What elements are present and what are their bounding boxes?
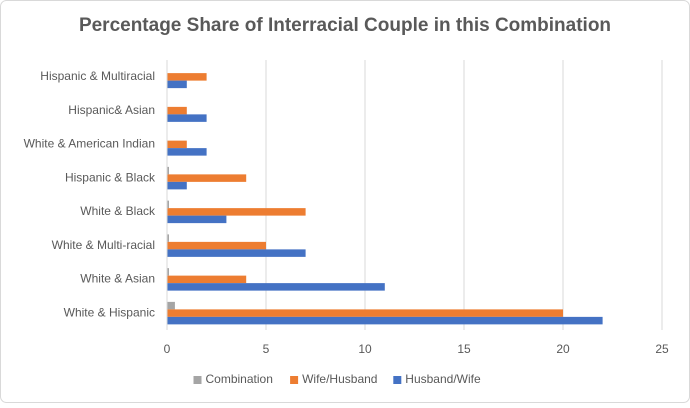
bar — [167, 215, 227, 224]
x-tick-label: 25 — [655, 342, 669, 356]
legend-label: Combination — [206, 372, 273, 386]
bar — [167, 234, 169, 242]
bar — [167, 283, 385, 291]
legend-label: Wife/Husband — [302, 372, 377, 386]
y-tick-label: Hispanic& Asian — [68, 103, 155, 117]
bar — [167, 80, 187, 89]
legend-swatch — [393, 376, 402, 384]
chart-title: Percentage Share of Interracial Couple i… — [79, 15, 611, 36]
bar — [167, 73, 207, 81]
y-tick-label: White & Black — [80, 204, 156, 218]
bar — [167, 200, 169, 209]
bar — [167, 268, 169, 276]
y-tick-label: White & American Indian — [24, 137, 155, 151]
bar — [167, 181, 187, 190]
x-tick-label: 15 — [457, 342, 471, 356]
bar — [167, 249, 306, 257]
bar — [167, 208, 306, 216]
bar — [167, 301, 175, 310]
bar — [167, 241, 266, 250]
bar — [167, 166, 169, 175]
y-tick-label: Hispanic & Multiracial — [40, 69, 155, 83]
x-tick-label: 20 — [556, 342, 570, 356]
y-tick-label: White & Asian — [80, 272, 155, 286]
y-tick-label: Hispanic & Black — [65, 170, 156, 184]
bar — [167, 316, 603, 325]
x-tick-label: 0 — [164, 342, 171, 356]
y-tick-label: White & Hispanic — [64, 305, 155, 319]
bar — [167, 174, 247, 182]
y-tick-label: White & Multi-racial — [52, 238, 155, 252]
bar — [167, 148, 207, 156]
bar — [167, 275, 247, 284]
legend-swatch — [290, 376, 299, 384]
legend-label: Husband/Wife — [405, 372, 481, 386]
x-tick-label: 10 — [358, 342, 372, 356]
x-tick-label: 5 — [263, 342, 270, 356]
legend-swatch — [193, 376, 202, 384]
bar — [167, 140, 187, 149]
bar — [167, 106, 187, 115]
bar — [167, 114, 207, 122]
bar — [167, 309, 563, 317]
